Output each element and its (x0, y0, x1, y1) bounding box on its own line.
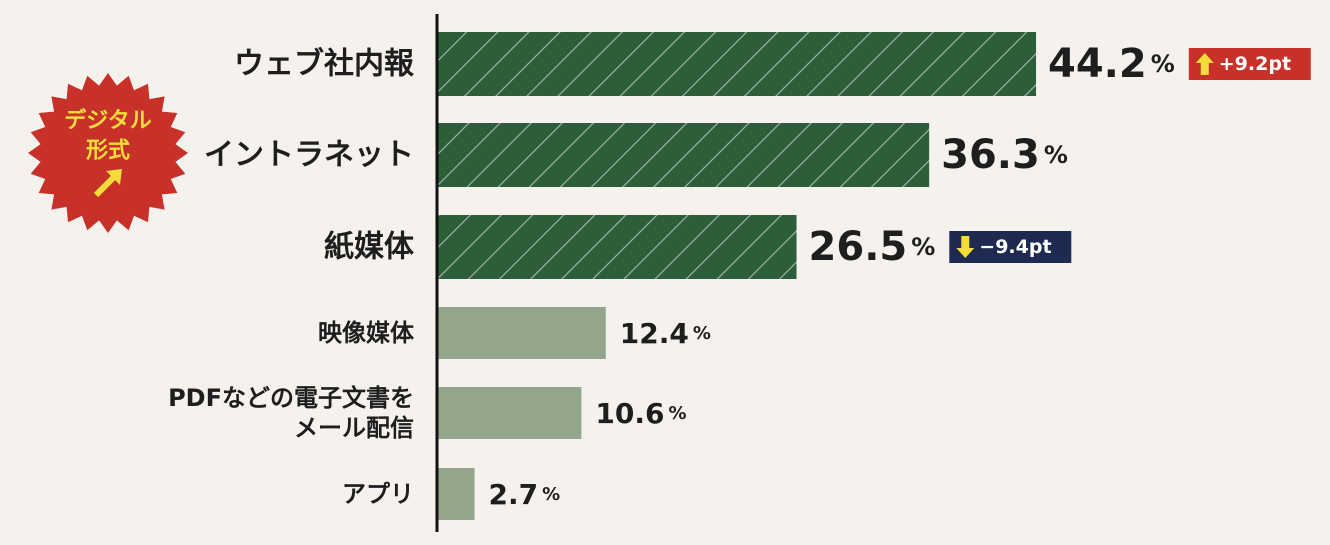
bar-2 (438, 215, 797, 279)
value-label-2: 26.5% (809, 224, 936, 270)
category-label-2: 紙媒体 (324, 230, 415, 265)
bar-5 (438, 468, 475, 520)
bar-1 (438, 123, 930, 187)
change-badges: +9.2pt −9.4pt (949, 48, 1311, 263)
category-label-4-line1: メール配信 (294, 414, 414, 442)
change-badge-up: +9.2pt (1188, 48, 1311, 80)
category-label-0: ウェブ社内報 (234, 47, 415, 82)
value-label-5: 2.7% (489, 478, 561, 511)
category-label-1: イントラネット (204, 138, 414, 173)
category-label-5: アプリ (342, 480, 414, 508)
value-label-3: 12.4% (620, 317, 711, 350)
category-label-3: 映像媒体 (318, 319, 415, 347)
stamp-line-0: デジタル (64, 108, 152, 134)
category-label-4-line0: PDFなどの電子文書を (168, 384, 414, 412)
bar-4 (438, 387, 582, 439)
bars-layer (438, 32, 1037, 520)
value-label-0: 44.2% (1048, 41, 1175, 87)
stamp-line-1: 形式 (86, 139, 130, 164)
starburst-shape (28, 73, 188, 233)
value-label-1: 36.3% (941, 132, 1068, 178)
bar-0 (438, 32, 1037, 96)
change-badge-text: +9.2pt (1219, 53, 1291, 75)
value-label-4: 10.6% (595, 397, 686, 430)
down-arrow-icon (956, 236, 975, 258)
change-badge-down: −9.4pt (949, 231, 1072, 263)
bar-3 (438, 307, 606, 359)
change-badge-text: −9.4pt (979, 236, 1051, 258)
arrow-up-right-icon (93, 169, 122, 198)
up-arrow-icon (1195, 53, 1214, 75)
value-labels: 44.2 % 36.3 %26.5 % 12.4 % 10.6 % 2.7% (489, 41, 1175, 511)
